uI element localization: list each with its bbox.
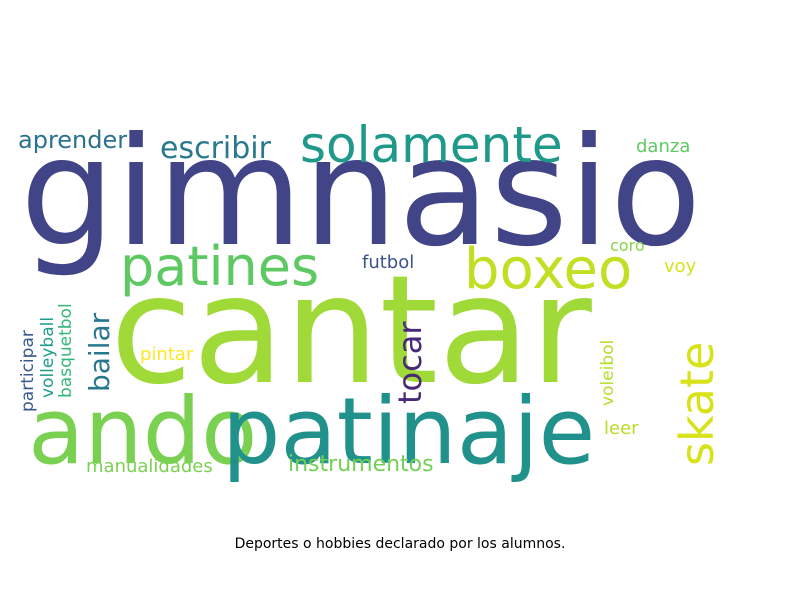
word-patinaje: patinaje (222, 378, 596, 485)
word-manualidades: manualidades (86, 456, 213, 477)
word-tocar: tocar (391, 321, 429, 404)
word-basquetbol: basquetbol (56, 303, 76, 398)
word-volleyball: volleyball (38, 316, 58, 398)
figure-caption: Deportes o hobbies declarado por los alu… (234, 536, 566, 552)
word-futbol: futbol (362, 252, 415, 273)
word-solamente: solamente (300, 116, 563, 174)
word-skate: skate (670, 341, 724, 466)
word-escribir: escribir (160, 131, 271, 166)
word-leer: leer (604, 418, 639, 439)
word-aprender: aprender (18, 126, 128, 154)
word-danza: danza (636, 136, 691, 157)
word-voleibol: voleibol (598, 339, 618, 406)
word-participar: participar (18, 330, 38, 412)
word-gimnasio: gimnasio (20, 106, 702, 280)
word-voy: voy (664, 256, 697, 277)
word-instrumentos: instrumentos (288, 452, 434, 477)
word-ando: ando (28, 378, 258, 485)
word-patines: patines (120, 235, 320, 298)
word-boxeo: boxeo (464, 237, 633, 302)
word-coro: coro (610, 236, 645, 255)
word-pintar: pintar (140, 344, 194, 365)
word-cantar: cantar (110, 244, 592, 418)
word-bailar: bailar (83, 312, 116, 392)
